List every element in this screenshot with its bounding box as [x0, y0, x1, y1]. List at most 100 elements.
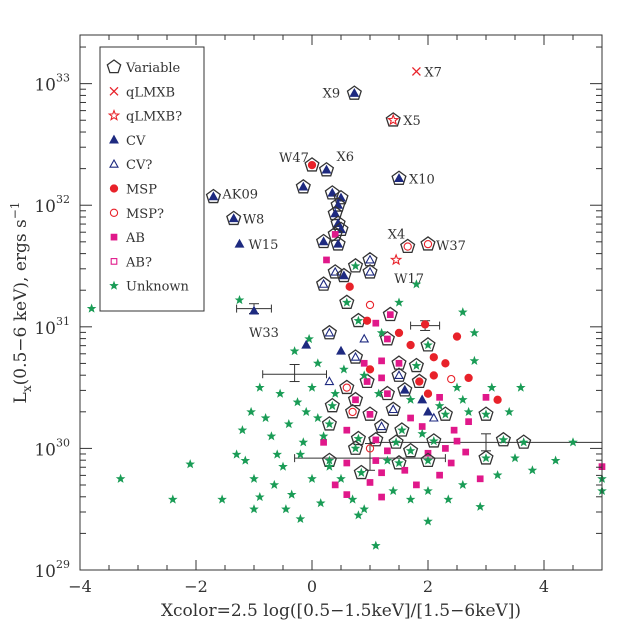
data-point [401, 466, 409, 474]
point-marker-star [411, 360, 422, 370]
data-point [249, 504, 259, 514]
data-point [350, 312, 367, 328]
data-point [453, 437, 461, 445]
point-marker-star [394, 457, 404, 468]
point-marker-square [360, 359, 368, 367]
data-point [360, 359, 368, 367]
data-point [231, 449, 242, 459]
variable-marker [324, 185, 340, 200]
y-tick-label: 1032 [34, 193, 70, 217]
legend-label: AB [125, 231, 145, 246]
point-marker-star [254, 491, 265, 502]
plot-area-group: X9 X7 X5 W47 X6 X10 AK09 W8 W15 X4 W37 W17 W33 [86, 65, 607, 550]
point-marker-star [292, 397, 303, 407]
legend-marker-circle [109, 208, 119, 217]
variable-marker [402, 442, 419, 458]
point-marker-square [366, 479, 374, 486]
point-marker-star [298, 437, 309, 447]
data-point [462, 448, 470, 456]
data-point [389, 253, 403, 266]
data-point [408, 357, 425, 373]
data-point [331, 481, 339, 489]
source-label: W33 [249, 326, 279, 341]
point-marker-star [518, 437, 529, 447]
data-point [527, 465, 538, 475]
point-marker-circle [493, 395, 502, 404]
data-point [379, 385, 396, 401]
point-marker-star [115, 473, 126, 483]
point-marker-square [343, 491, 351, 498]
data-point [465, 418, 472, 426]
point-marker-circle [423, 239, 433, 249]
y-tick-label-exponent: 30 [56, 436, 70, 449]
variable-marker [362, 264, 378, 279]
data-point [475, 501, 486, 511]
data-point [510, 453, 520, 463]
data-point [373, 388, 384, 398]
point-marker-star [246, 406, 256, 417]
point-marker-triangle [333, 238, 344, 248]
error-bar [262, 364, 327, 383]
data-point [307, 473, 317, 483]
data-point [420, 337, 436, 352]
data-point [283, 419, 294, 429]
point-marker-star-open [386, 113, 400, 126]
data-point [254, 382, 265, 392]
point-marker-star [452, 382, 462, 392]
point-marker-star [457, 479, 468, 489]
data-point [394, 328, 404, 338]
data-point [234, 238, 245, 248]
variable-marker [516, 434, 532, 449]
x-axis-label: Xcolor=2.5 log([0.5−1.5keV]/[1.5−6keV]) [161, 601, 521, 621]
cross-stroke [109, 86, 119, 96]
data-point [426, 433, 442, 448]
data-point [457, 479, 468, 489]
data-point [343, 459, 351, 467]
point-marker-star [295, 513, 306, 524]
data-point [378, 469, 385, 477]
point-marker-star [440, 409, 451, 419]
y-tick-label: 1033 [34, 72, 70, 96]
point-marker-star [336, 473, 346, 483]
data-point [336, 473, 346, 483]
variable-marker [426, 433, 442, 448]
point-marker-star [318, 431, 329, 441]
source-label: W47 [279, 151, 309, 166]
point-marker-star [289, 346, 300, 356]
data-point [362, 406, 378, 421]
data-point [359, 373, 375, 389]
point-marker-star [347, 494, 358, 504]
data-point [463, 406, 474, 417]
point-marker-star [237, 425, 248, 435]
point-marker-star [185, 459, 196, 469]
source-label: X9 [323, 86, 341, 101]
data-point [378, 493, 385, 501]
point-marker-star [423, 516, 433, 526]
data-point [289, 346, 300, 356]
point-marker-star [469, 327, 480, 337]
data-point [365, 300, 375, 310]
point-marker-star [353, 433, 364, 443]
data-point [413, 481, 420, 489]
data-point [330, 236, 346, 251]
data-point [411, 373, 427, 389]
legend-marker-circle [109, 184, 119, 193]
data-point [359, 504, 370, 514]
source-label: X10 [409, 172, 435, 187]
variable-marker [327, 226, 343, 241]
data-point [492, 470, 503, 480]
source-label: X5 [403, 114, 421, 129]
y-axis-label-rest: (0.5−6 keV), ergs s [11, 219, 31, 385]
data-point [469, 355, 480, 365]
data-point [115, 473, 126, 483]
data-point [185, 459, 196, 469]
data-point [249, 473, 259, 483]
point-marker-square [465, 418, 472, 426]
point-marker-triangle [376, 421, 387, 431]
data-point [269, 479, 280, 489]
point-marker-square [384, 447, 391, 455]
variable-marker [226, 210, 242, 226]
point-marker-square [366, 411, 374, 418]
data-point [295, 513, 306, 524]
